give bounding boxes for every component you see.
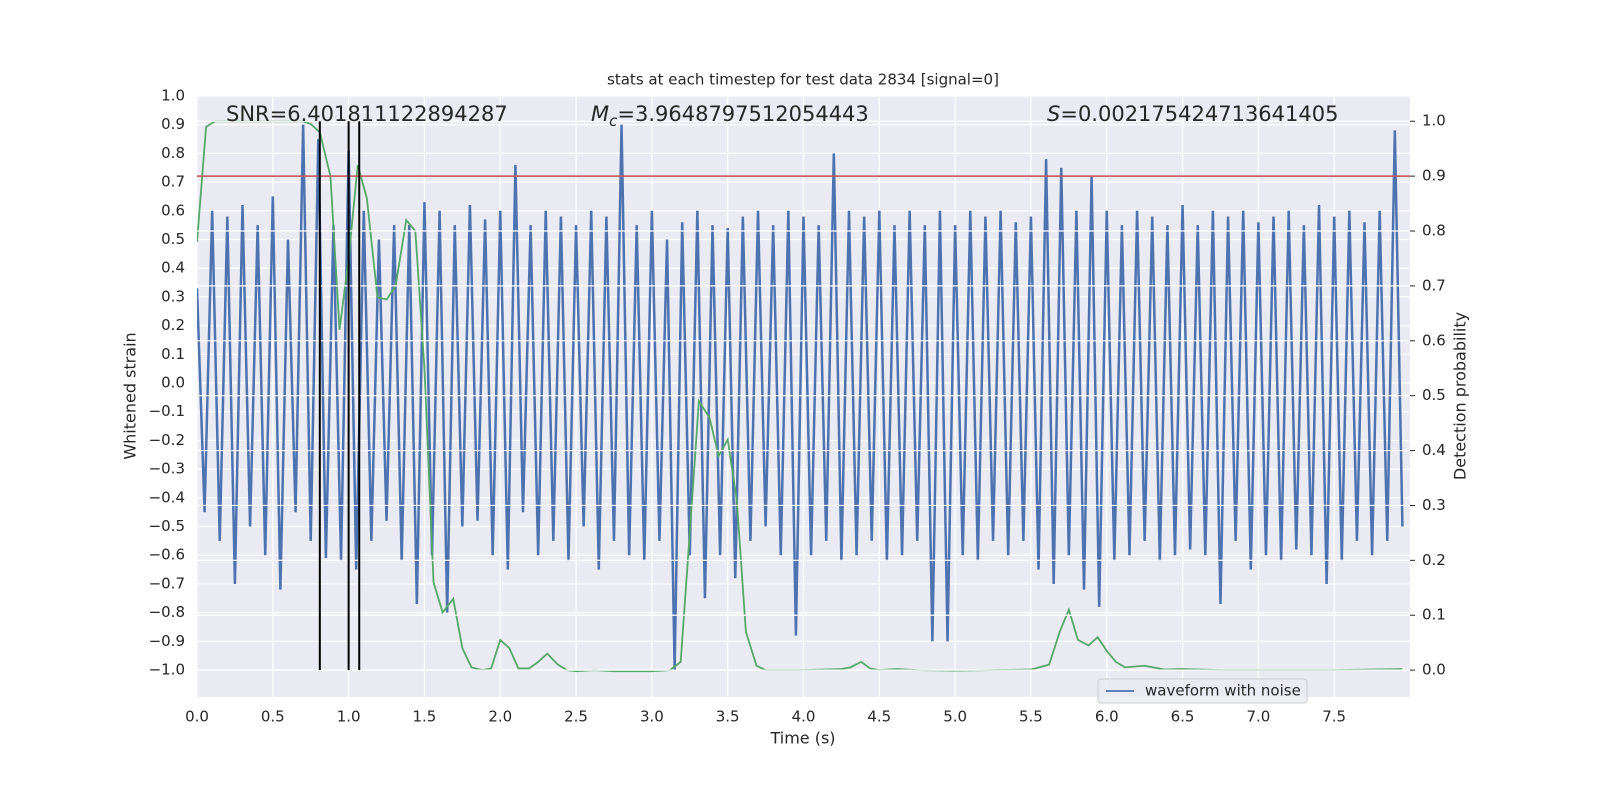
annotation-text: SNR=6.401811122894287 [226, 102, 508, 126]
y-tick-label: 0.4 [161, 259, 185, 277]
x-tick-label: 2.5 [564, 708, 588, 726]
y-tick-label: 0.0 [161, 374, 185, 392]
y2-tick-label: 0.7 [1422, 276, 1446, 294]
y-tick-label: −0.1 [149, 402, 185, 420]
y-tick-label: 0.5 [161, 230, 185, 248]
y2-tick-label: 1.0 [1422, 112, 1446, 130]
y-tick-label: 0.8 [161, 144, 185, 162]
y2-tick-label: 0.2 [1422, 551, 1446, 569]
x-tick-label: 0.5 [261, 708, 285, 726]
chart-title: stats at each timestep for test data 283… [607, 71, 999, 89]
y-tick-label: −0.4 [149, 488, 185, 506]
x-tick-label: 4.0 [792, 708, 816, 726]
annotation: Mc=3.9648797512054443 [591, 102, 869, 130]
y-tick-label: −0.2 [149, 431, 185, 449]
y2-tick-label: 0.9 [1422, 167, 1446, 185]
y-axis-label: Whitened strain [121, 332, 140, 459]
legend-label: waveform with noise [1145, 682, 1301, 700]
x-tick-label: 3.5 [716, 708, 740, 726]
y-tick-label: 0.9 [161, 115, 185, 133]
y2-tick-label: 0.4 [1422, 441, 1446, 459]
x-tick-label: 1.0 [337, 708, 361, 726]
y-tick-label: 0.7 [161, 173, 185, 191]
legend: waveform with noise [1097, 678, 1308, 704]
y-tick-label: 1.0 [161, 87, 185, 105]
y-tick-label: 0.3 [161, 287, 185, 305]
x-tick-label: 7.0 [1246, 708, 1270, 726]
x-tick-label: 3.0 [640, 708, 664, 726]
x-tick-label: 6.0 [1095, 708, 1119, 726]
x-tick-label: 0.0 [185, 708, 209, 726]
annotation-text: =0.002175424713641405 [1060, 102, 1338, 126]
x-tick-label: 5.5 [1019, 708, 1043, 726]
y-tick-label: −0.7 [149, 574, 185, 592]
y2-tick-label: 0.3 [1422, 496, 1446, 514]
x-tick-label: 1.5 [413, 708, 437, 726]
y2-axis-label: Detection probability [1451, 312, 1470, 480]
y-tick-label: −0.9 [149, 632, 185, 650]
annotation-text: =3.9648797512054443 [617, 102, 868, 126]
y2-tick-label: 0.6 [1422, 331, 1446, 349]
y2-tick-label: 0.8 [1422, 222, 1446, 240]
annotation: SNR=6.401811122894287 [226, 102, 508, 126]
x-axis-label: Time (s) [769, 729, 835, 748]
y-tick-label: −0.3 [149, 460, 185, 478]
y2-tick-label: 0.5 [1422, 386, 1446, 404]
data-layer [197, 120, 1404, 673]
x-tick-label: 6.5 [1171, 708, 1195, 726]
y-tick-label: −0.5 [149, 517, 185, 535]
y-tick-label: 0.2 [161, 316, 185, 334]
y-tick-label: −0.8 [149, 603, 185, 621]
x-tick-label: 7.5 [1322, 708, 1346, 726]
x-tick-label: 2.0 [488, 708, 512, 726]
y-tick-label: 0.6 [161, 201, 185, 219]
legend-box [1097, 678, 1308, 704]
annotation-symbol: S [1047, 102, 1060, 126]
series-line [197, 124, 1404, 671]
y-tick-label: −0.6 [149, 546, 185, 564]
series-line [197, 120, 1403, 673]
y-tick-label: 0.1 [161, 345, 185, 363]
x-tick-label: 5.0 [943, 708, 967, 726]
y2-tick-label: 0.0 [1422, 661, 1446, 679]
annotation-subscript: c [609, 112, 618, 130]
y2-tick-label: 0.1 [1422, 606, 1446, 624]
x-tick-label: 4.5 [867, 708, 891, 726]
annotation-symbol: M [591, 102, 609, 126]
overlay-grid [197, 120, 1410, 671]
annotation: S=0.002175424713641405 [1047, 102, 1338, 126]
y-tick-label: −1.0 [149, 661, 185, 679]
